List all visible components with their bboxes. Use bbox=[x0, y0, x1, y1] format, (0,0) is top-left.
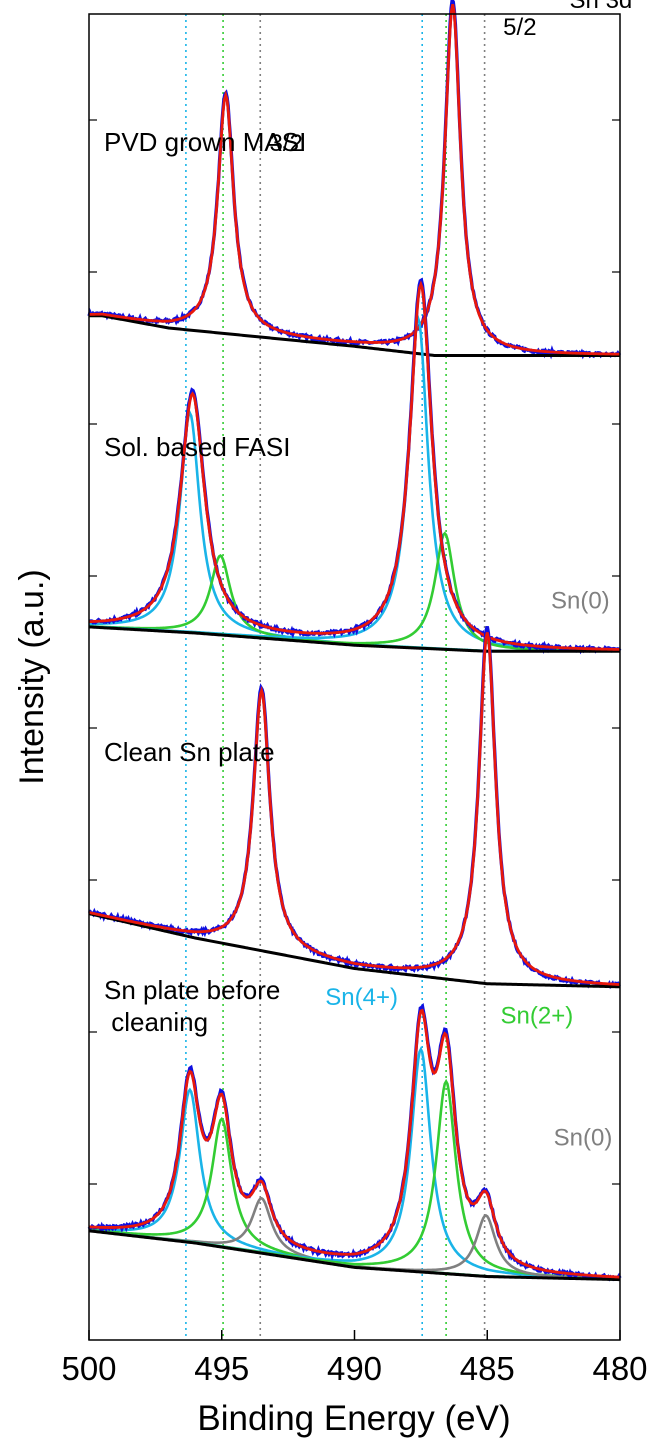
panel-4: Sn plate before cleaning Sn(4+) Sn(2+) Sn(0… bbox=[87, 975, 622, 1282]
panel-title-line: PVD grown MASI bbox=[104, 127, 306, 157]
axis-ticks: 500 495 490 485 480 bbox=[61, 119, 648, 1387]
annotation-label: Sn(0) bbox=[551, 588, 610, 615]
x-tick-label: 485 bbox=[460, 1350, 515, 1387]
y-axis-label: Intensity (a.u.) bbox=[13, 569, 51, 784]
data-trace bbox=[87, 0, 622, 360]
component-peak bbox=[88, 314, 621, 652]
annotation-label: 3/2 bbox=[270, 130, 303, 157]
background-line bbox=[88, 1229, 621, 1282]
fit-envelope bbox=[88, 632, 621, 986]
panel-1: PVD grown MASI Sn 3d 3/2 5/2 bbox=[87, 0, 633, 360]
annotation-label: Sn(0) bbox=[554, 1124, 613, 1151]
data-trace bbox=[88, 277, 622, 655]
panel-title-line: cleaning bbox=[104, 1007, 208, 1037]
component-peak bbox=[88, 1046, 621, 1281]
x-tick-label: 495 bbox=[194, 1350, 249, 1387]
panel-title-line: Sn plate before bbox=[104, 975, 280, 1005]
panel-title-line: Clean Sn plate bbox=[104, 737, 275, 767]
annotation-label: Sn(4+) bbox=[325, 984, 398, 1011]
annotation-label: 5/2 bbox=[503, 14, 536, 41]
background-line bbox=[89, 314, 620, 357]
fit-envelope bbox=[88, 1008, 621, 1279]
panel-title: PVD grown MASI bbox=[104, 127, 306, 157]
panel-3: Clean Sn plate Sn(0) bbox=[87, 588, 621, 990]
component-peak bbox=[88, 1078, 621, 1280]
panels: PVD grown MASI Sn 3d 3/2 5/2 Sol. based FASI… bbox=[87, 0, 633, 1282]
fit-envelope bbox=[88, 4, 621, 356]
x-axis-label: Binding Energy (eV) bbox=[197, 1399, 510, 1438]
fit-envelope bbox=[88, 280, 621, 651]
panel-title: Sn plate before cleaning bbox=[104, 975, 280, 1037]
annotation-label: Sn(2+) bbox=[501, 1002, 574, 1029]
panel-2: Sol. based FASI bbox=[88, 277, 622, 655]
x-tick-label: 500 bbox=[61, 1350, 116, 1387]
panel-title-line: Sol. based FASI bbox=[104, 432, 290, 462]
panel-title: Clean Sn plate bbox=[104, 737, 275, 767]
panel-title: Sol. based FASI bbox=[104, 432, 290, 462]
background-line bbox=[88, 625, 620, 653]
plot-frame bbox=[88, 13, 621, 1341]
background-line bbox=[88, 912, 621, 989]
x-tick-label: 490 bbox=[327, 1350, 382, 1387]
annotation-label: Sn 3d bbox=[570, 0, 633, 14]
x-tick-label: 480 bbox=[592, 1350, 647, 1387]
